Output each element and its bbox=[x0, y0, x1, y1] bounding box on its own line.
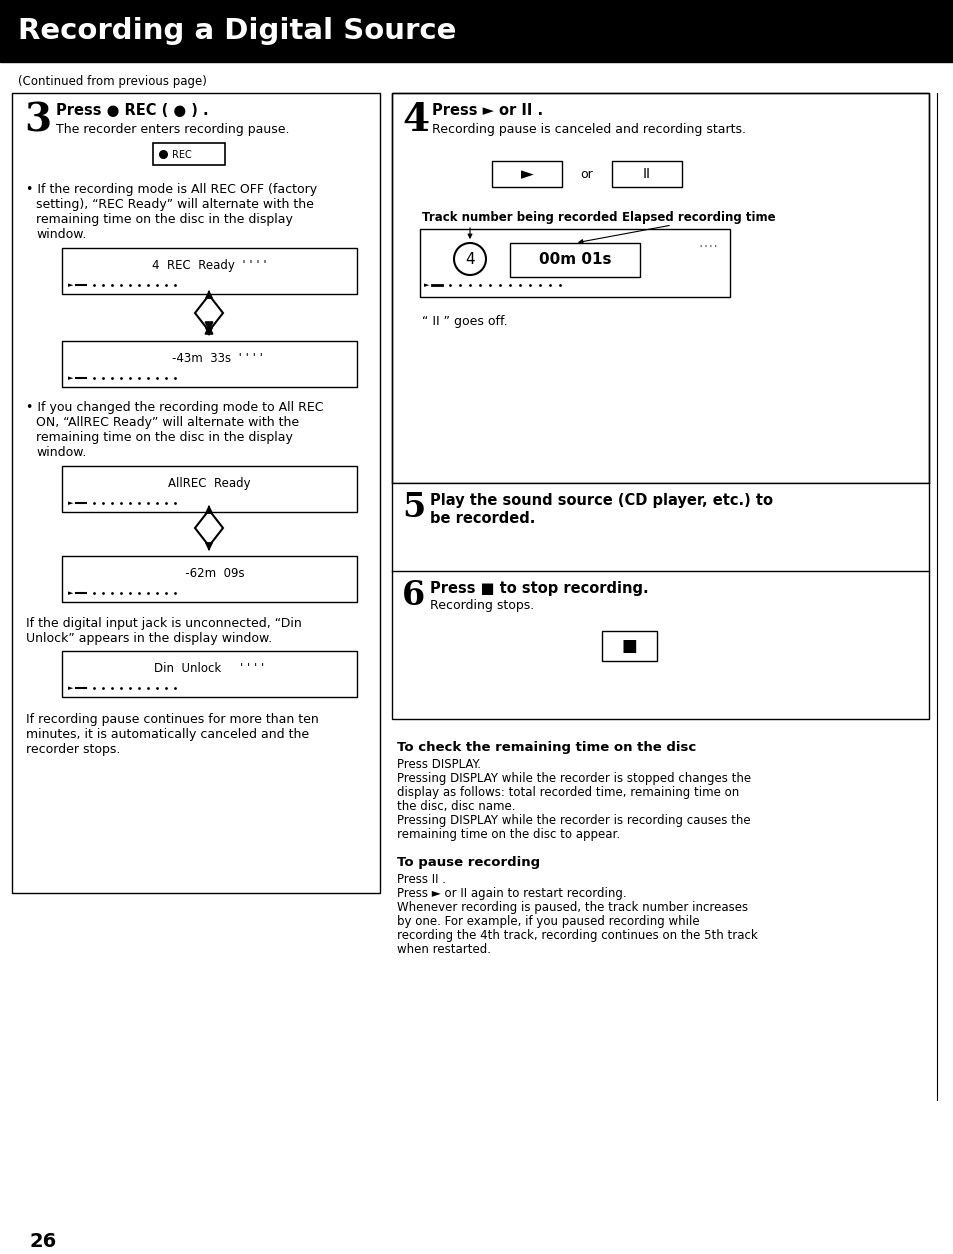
Text: remaining time on the disc in the display: remaining time on the disc in the displa… bbox=[36, 213, 293, 226]
Text: ON, “AllREC Ready” will alternate with the: ON, “AllREC Ready” will alternate with t… bbox=[36, 416, 299, 429]
Text: If recording pause continues for more than ten: If recording pause continues for more th… bbox=[26, 714, 318, 726]
Bar bbox=[392, 571, 928, 719]
Text: 5: 5 bbox=[401, 492, 425, 524]
Text: Recording pause is canceled and recording starts.: Recording pause is canceled and recordin… bbox=[432, 123, 745, 135]
Text: 4  REC  Ready  ' ' ' ': 4 REC Ready ' ' ' ' bbox=[152, 260, 267, 272]
Text: • If the recording mode is All REC OFF (factory: • If the recording mode is All REC OFF (… bbox=[26, 183, 316, 196]
Bar bbox=[392, 483, 928, 571]
Bar bbox=[12, 93, 379, 893]
Text: REC: REC bbox=[172, 150, 192, 161]
Text: display as follows: total recorded time, remaining time on: display as follows: total recorded time,… bbox=[396, 786, 739, 799]
Text: Track number being recorded: Track number being recorded bbox=[421, 211, 617, 224]
Bar bbox=[152, 143, 225, 166]
Text: be recorded.: be recorded. bbox=[430, 510, 535, 525]
Text: window.: window. bbox=[36, 446, 87, 459]
Text: Recording stops.: Recording stops. bbox=[430, 599, 534, 612]
Text: Press DISPLAY.: Press DISPLAY. bbox=[396, 757, 480, 771]
Text: To check the remaining time on the disc: To check the remaining time on the disc bbox=[396, 741, 696, 754]
Text: “ II ” goes off.: “ II ” goes off. bbox=[421, 315, 507, 329]
Bar bbox=[510, 243, 639, 277]
Text: remaining time on the disc in the display: remaining time on the disc in the displa… bbox=[36, 431, 293, 444]
Text: or: or bbox=[580, 168, 593, 181]
Text: 3: 3 bbox=[24, 102, 51, 139]
Text: (Continued from previous page): (Continued from previous page) bbox=[18, 75, 207, 88]
Bar bbox=[392, 93, 928, 719]
Bar bbox=[62, 651, 356, 697]
Text: ►: ► bbox=[68, 500, 73, 507]
Text: ►: ► bbox=[68, 589, 73, 596]
Text: setting), “REC Ready” will alternate with the: setting), “REC Ready” will alternate wit… bbox=[36, 198, 314, 211]
Bar bbox=[62, 341, 356, 387]
Text: 00m 01s: 00m 01s bbox=[538, 252, 611, 267]
Text: when restarted.: when restarted. bbox=[396, 943, 491, 956]
Text: To pause recording: To pause recording bbox=[396, 856, 539, 869]
Text: 4: 4 bbox=[465, 252, 475, 267]
Bar bbox=[601, 631, 657, 661]
Text: 6: 6 bbox=[401, 579, 425, 612]
Text: 26: 26 bbox=[30, 1231, 57, 1251]
Text: -62m  09s: -62m 09s bbox=[174, 567, 245, 581]
Text: Press ► or II .: Press ► or II . bbox=[432, 103, 542, 118]
Text: remaining time on the disc to appear.: remaining time on the disc to appear. bbox=[396, 828, 619, 841]
Text: • If you changed the recording mode to All REC: • If you changed the recording mode to A… bbox=[26, 401, 323, 414]
Text: Whenever recording is paused, the track number increases: Whenever recording is paused, the track … bbox=[396, 902, 747, 914]
Text: ►: ► bbox=[423, 282, 429, 288]
Text: Play the sound source (CD player, etc.) to: Play the sound source (CD player, etc.) … bbox=[430, 493, 772, 508]
Text: ■: ■ bbox=[621, 637, 637, 655]
Bar bbox=[392, 93, 928, 483]
Bar bbox=[62, 466, 356, 512]
Text: recorder stops.: recorder stops. bbox=[26, 744, 120, 756]
Text: window.: window. bbox=[36, 228, 87, 241]
Text: The recorder enters recording pause.: The recorder enters recording pause. bbox=[56, 123, 289, 135]
Bar bbox=[0, 0, 953, 61]
Text: Press II .: Press II . bbox=[396, 873, 446, 887]
Text: ►: ► bbox=[520, 166, 533, 183]
Bar bbox=[62, 248, 356, 293]
Text: by one. For example, if you paused recording while: by one. For example, if you paused recor… bbox=[396, 915, 699, 928]
Text: ►: ► bbox=[68, 685, 73, 691]
Text: Elapsed recording time: Elapsed recording time bbox=[621, 211, 775, 224]
Text: 4: 4 bbox=[401, 102, 429, 139]
Text: recording the 4th track, recording continues on the 5th track: recording the 4th track, recording conti… bbox=[396, 929, 757, 942]
Text: II: II bbox=[642, 167, 650, 181]
Text: Pressing DISPLAY while the recorder is stopped changes the: Pressing DISPLAY while the recorder is s… bbox=[396, 772, 750, 785]
Text: Unlock” appears in the display window.: Unlock” appears in the display window. bbox=[26, 632, 272, 645]
Text: Press ● REC ( ● ) .: Press ● REC ( ● ) . bbox=[56, 103, 209, 118]
Text: ' ' ' ': ' ' ' ' bbox=[700, 245, 716, 253]
Text: minutes, it is automatically canceled and the: minutes, it is automatically canceled an… bbox=[26, 729, 309, 741]
Text: If the digital input jack is unconnected, “Din: If the digital input jack is unconnected… bbox=[26, 617, 301, 630]
Text: the disc, disc name.: the disc, disc name. bbox=[396, 800, 515, 813]
Bar bbox=[419, 229, 729, 297]
Bar bbox=[62, 556, 356, 602]
Text: Press ► or II again to restart recording.: Press ► or II again to restart recording… bbox=[396, 887, 626, 900]
Bar bbox=[612, 161, 681, 187]
Text: ►: ► bbox=[68, 375, 73, 381]
Text: Pressing DISPLAY while the recorder is recording causes the: Pressing DISPLAY while the recorder is r… bbox=[396, 814, 750, 826]
Text: -43m  33s  ' ' ' ': -43m 33s ' ' ' ' bbox=[156, 352, 262, 365]
Text: AllREC  Ready: AllREC Ready bbox=[168, 477, 251, 490]
Text: ►: ► bbox=[68, 282, 73, 288]
Text: Din  Unlock     ' ' ' ': Din Unlock ' ' ' ' bbox=[154, 662, 264, 675]
Bar bbox=[492, 161, 561, 187]
Text: Recording a Digital Source: Recording a Digital Source bbox=[18, 18, 456, 45]
Text: Press ■ to stop recording.: Press ■ to stop recording. bbox=[430, 581, 648, 596]
